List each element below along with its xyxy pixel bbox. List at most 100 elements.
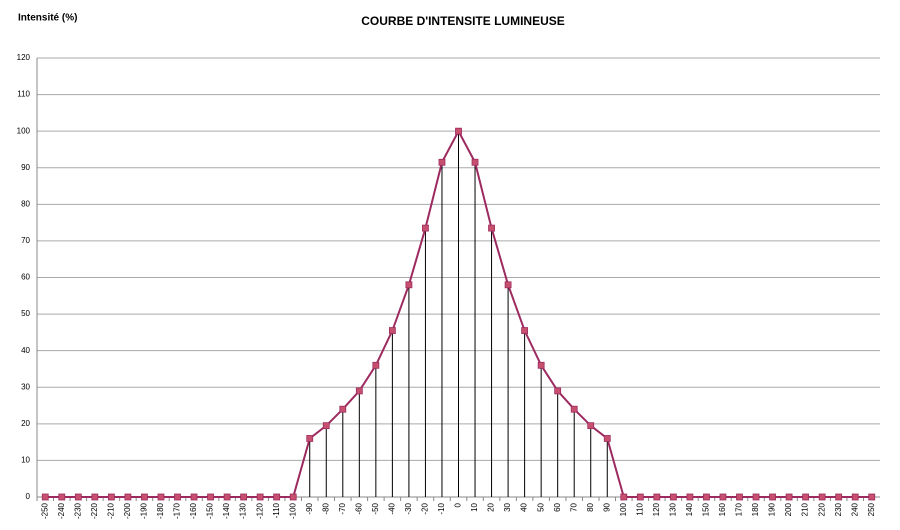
x-tick-label: -170	[173, 502, 182, 519]
marker	[785, 493, 793, 501]
marker	[372, 361, 380, 369]
x-tick-label: 220	[817, 502, 826, 516]
x-tick-label: 90	[602, 502, 611, 511]
x-tick-label: -240	[57, 502, 66, 519]
y-tick-label: 80	[21, 199, 30, 208]
x-tick-label: -100	[288, 502, 297, 519]
x-tick-label: 40	[520, 502, 529, 511]
y-tick-label: 0	[26, 492, 31, 501]
y-tick-label: 30	[21, 382, 30, 391]
marker	[107, 493, 115, 501]
marker	[339, 405, 347, 413]
y-tick-label: 70	[21, 236, 30, 245]
x-tick-label: -120	[255, 502, 264, 519]
marker	[554, 387, 562, 395]
marker	[223, 493, 231, 501]
x-tick-label: -230	[73, 502, 82, 519]
marker	[818, 493, 826, 501]
marker	[422, 224, 429, 232]
y-tick-label: 110	[17, 90, 30, 99]
x-tick-label: -40	[387, 502, 396, 514]
x-tick-label: -220	[90, 502, 99, 519]
x-tick-label: -90	[305, 502, 314, 514]
marker	[455, 127, 462, 135]
marker	[752, 493, 760, 501]
marker	[438, 158, 446, 166]
y-tick-label: 90	[21, 163, 30, 172]
x-tick-label: 160	[718, 502, 727, 516]
marker	[273, 493, 281, 501]
marker	[851, 493, 859, 501]
x-tick-label: -10	[437, 502, 446, 514]
x-tick-label: 10	[470, 502, 479, 511]
x-tick-label: -130	[239, 502, 248, 519]
marker	[174, 493, 181, 501]
marker	[537, 361, 545, 369]
marker	[256, 493, 264, 501]
x-tick-label: 120	[652, 502, 661, 516]
marker	[74, 493, 82, 501]
x-tick-label: -60	[354, 502, 363, 514]
marker	[636, 493, 644, 501]
y-tick-label: 40	[21, 346, 30, 355]
x-tick-label: -180	[156, 502, 165, 519]
marker	[289, 493, 297, 501]
x-tick-label: -160	[189, 502, 198, 519]
x-tick-label: -110	[272, 502, 281, 518]
x-tick-label: 210	[801, 502, 810, 516]
marker	[603, 435, 611, 442]
x-tick-label: 60	[553, 502, 562, 511]
y-axis-label: Intensité (%)	[18, 13, 77, 24]
marker	[620, 493, 628, 501]
marker	[41, 493, 49, 501]
y-tick-label: 10	[21, 456, 30, 465]
x-tick-label: 200	[784, 502, 793, 516]
marker	[521, 327, 529, 334]
marker	[802, 493, 810, 501]
marker	[91, 493, 99, 501]
marker	[686, 493, 694, 501]
x-tick-label: -20	[421, 502, 430, 514]
x-tick-label: 190	[768, 502, 777, 516]
marker	[306, 435, 314, 442]
x-tick-label: 170	[735, 502, 744, 516]
x-tick-label: -50	[371, 502, 380, 514]
marker	[157, 493, 165, 501]
x-tick-label: 240	[850, 502, 859, 516]
y-tick-label: 60	[21, 273, 30, 282]
marker	[570, 405, 578, 413]
x-tick-label: 110	[635, 502, 644, 515]
marker	[488, 224, 495, 232]
x-tick-label: -210	[106, 502, 115, 519]
x-tick-label: 80	[586, 502, 595, 511]
marker	[868, 493, 876, 501]
marker	[124, 493, 132, 501]
marker	[322, 422, 330, 430]
marker	[669, 493, 677, 501]
marker	[58, 493, 66, 501]
x-tick-label: 250	[867, 502, 876, 516]
y-tick-label: 50	[21, 309, 30, 318]
marker	[355, 387, 363, 395]
x-tick-label: -140	[222, 502, 231, 519]
marker	[471, 158, 479, 166]
marker	[835, 493, 843, 501]
marker	[736, 493, 743, 501]
marker	[207, 493, 214, 501]
x-tick-label: -30	[404, 502, 413, 514]
marker	[141, 493, 148, 501]
x-tick-label: 180	[751, 502, 760, 516]
x-tick-label: 130	[668, 502, 677, 516]
marker	[587, 422, 595, 430]
x-tick-label: -200	[123, 502, 132, 519]
chart-title: COURBE D'INTENSITE LUMINEUSE	[361, 14, 565, 28]
marker	[190, 493, 198, 501]
x-tick-label: 100	[619, 502, 628, 516]
x-tick-label: 20	[487, 502, 496, 511]
x-tick-label: -80	[321, 502, 330, 514]
x-tick-label: 0	[454, 502, 463, 507]
x-tick-label: 50	[536, 502, 545, 511]
y-tick-label: 120	[17, 53, 31, 62]
x-tick-label: 70	[569, 502, 578, 511]
